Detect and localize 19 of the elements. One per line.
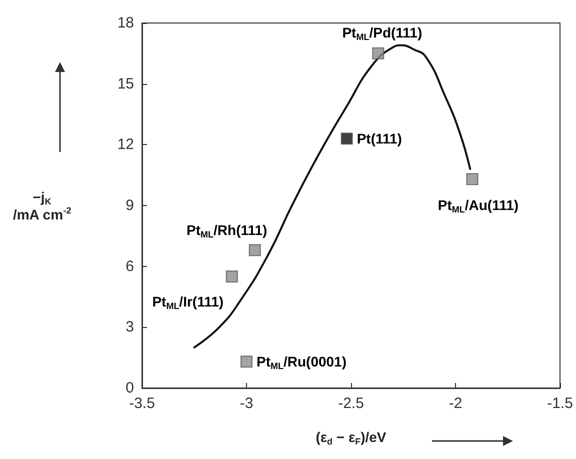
point: [248, 244, 261, 256]
x-tick-label: -2: [448, 395, 462, 412]
point: [340, 132, 353, 145]
y-tick-label: 15: [117, 75, 134, 92]
y-tick-label: 9: [126, 197, 134, 214]
point: [372, 47, 384, 60]
y-tick-label: 6: [126, 258, 134, 275]
point: [226, 270, 238, 282]
y-tick-label: 0: [126, 380, 134, 396]
x-tick-label: -3: [240, 395, 254, 412]
annotation: Pt(111): [356, 130, 402, 147]
point: [240, 356, 252, 368]
y-tick-label: 3: [126, 318, 134, 336]
y-tick-label: 12: [117, 136, 134, 154]
y-tick-label: 18: [117, 14, 134, 32]
x-tick-label: -2.5: [338, 395, 364, 412]
x-tick-label: -1.5: [547, 395, 573, 412]
point: [466, 173, 478, 186]
x-tick-label: -3.5: [129, 395, 155, 412]
